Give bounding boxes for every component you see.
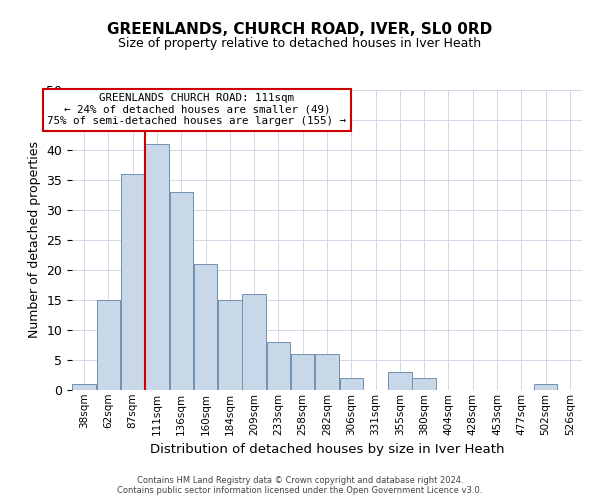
Bar xyxy=(388,372,412,390)
Bar xyxy=(218,300,242,390)
Text: Size of property relative to detached houses in Iver Heath: Size of property relative to detached ho… xyxy=(118,38,482,51)
Bar xyxy=(242,294,266,390)
Bar xyxy=(121,174,145,390)
Bar xyxy=(194,264,217,390)
Text: Contains HM Land Registry data © Crown copyright and database right 2024.
Contai: Contains HM Land Registry data © Crown c… xyxy=(118,476,482,495)
Bar xyxy=(266,342,290,390)
Bar xyxy=(412,378,436,390)
Bar xyxy=(340,378,363,390)
Bar xyxy=(315,354,339,390)
Bar xyxy=(73,384,96,390)
Bar xyxy=(145,144,169,390)
Bar xyxy=(97,300,120,390)
X-axis label: Distribution of detached houses by size in Iver Heath: Distribution of detached houses by size … xyxy=(150,443,504,456)
Y-axis label: Number of detached properties: Number of detached properties xyxy=(28,142,41,338)
Bar xyxy=(170,192,193,390)
Text: GREENLANDS CHURCH ROAD: 111sqm
← 24% of detached houses are smaller (49)
75% of : GREENLANDS CHURCH ROAD: 111sqm ← 24% of … xyxy=(47,93,346,126)
Bar xyxy=(291,354,314,390)
Text: GREENLANDS, CHURCH ROAD, IVER, SL0 0RD: GREENLANDS, CHURCH ROAD, IVER, SL0 0RD xyxy=(107,22,493,38)
Bar xyxy=(534,384,557,390)
